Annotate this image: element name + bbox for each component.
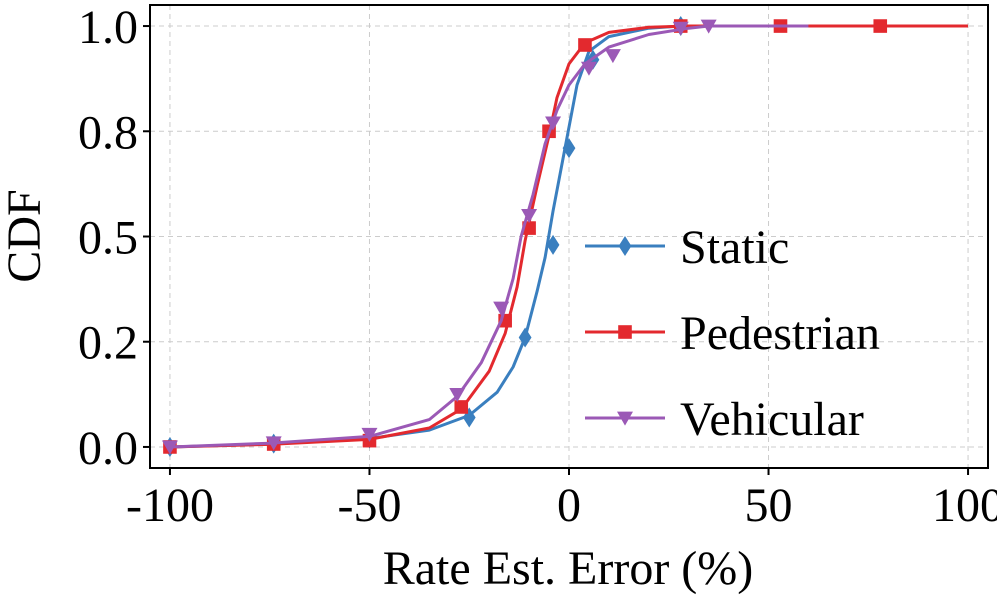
pedestrian-marker	[578, 38, 592, 52]
vehicular-marker	[521, 209, 538, 224]
legend-entry-static: Static	[585, 221, 789, 274]
static-marker	[518, 327, 532, 348]
legend-label-static: Static	[680, 221, 789, 274]
static-marker	[462, 407, 476, 428]
y-axis-title: CDF	[0, 189, 51, 282]
legend: Static Pedestrian Vehicular	[585, 221, 880, 446]
legend-label-vehicular: Vehicular	[680, 393, 864, 446]
static-marker	[546, 234, 560, 255]
vehicular-marker	[493, 301, 510, 316]
pedestrian-marker	[454, 400, 469, 414]
x-tick-label: 0	[557, 479, 581, 532]
vehicular-marker	[449, 387, 466, 402]
y-tick-label: 0.8	[78, 106, 138, 159]
y-tick-label: 0.2	[78, 317, 138, 370]
legend-marker-vehicular	[617, 411, 633, 426]
static-line	[169, 24, 809, 449]
legend-entry-vehicular: Vehicular	[585, 393, 864, 446]
vehicular-marker	[161, 440, 178, 455]
y-tick-label: 0.0	[78, 422, 138, 475]
vehicular-marker	[700, 19, 717, 34]
vehicular-marker	[545, 116, 562, 131]
vehicular-line	[169, 24, 809, 449]
pedestrian-marker	[873, 19, 888, 33]
y-tick-label: 1.0	[78, 1, 138, 54]
legend-marker-pedestrian	[618, 325, 632, 339]
vehicular-marker	[604, 49, 621, 64]
vehicular-marker	[580, 61, 597, 76]
y-tick-label: 0.5	[78, 212, 138, 265]
axes: -100 -50 0 50 100 0.0 0.2 0.5 0.8 1.0	[78, 1, 997, 532]
vehicular-marker	[672, 21, 689, 36]
series-vehicular	[161, 19, 809, 455]
x-tick-label: -50	[337, 479, 401, 532]
x-axis-title: Rate Est. Error (%)	[383, 542, 754, 595]
x-tick-label: -100	[126, 479, 214, 532]
legend-entry-pedestrian: Pedestrian	[585, 307, 880, 360]
static-marker	[562, 138, 576, 159]
pedestrian-line	[169, 24, 968, 449]
x-tick-label: 50	[745, 479, 793, 532]
legend-label-pedestrian: Pedestrian	[680, 307, 880, 360]
vehicular-marker	[265, 436, 282, 451]
legend-marker-static	[618, 236, 632, 256]
x-tick-label: 100	[932, 479, 997, 532]
vehicular-marker	[361, 427, 378, 442]
series-layer	[161, 16, 968, 457]
